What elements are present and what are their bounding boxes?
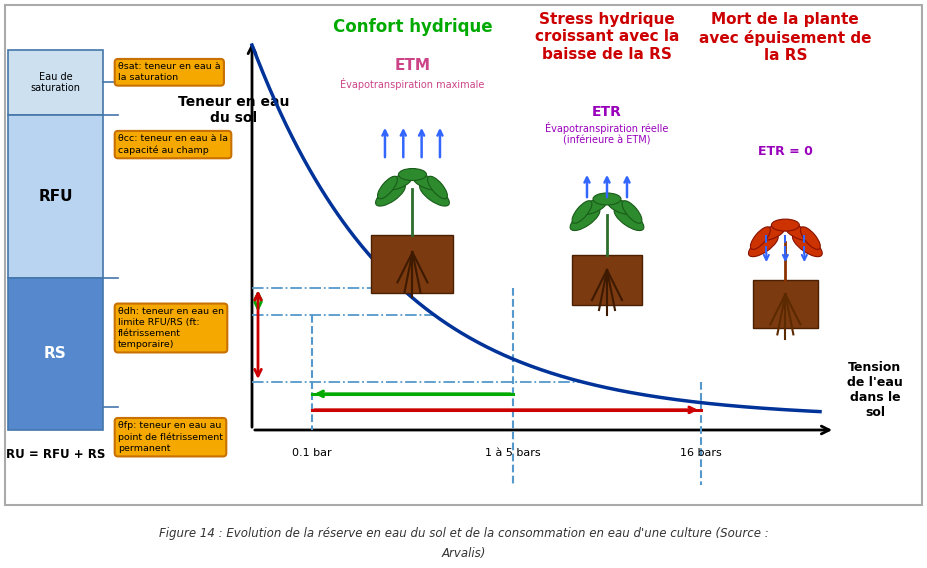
Bar [8, 50, 103, 115]
Text: RS: RS [44, 346, 67, 361]
Ellipse shape [570, 207, 600, 231]
Ellipse shape [420, 183, 450, 206]
Ellipse shape [578, 199, 606, 215]
Text: Eau de
saturation: Eau de saturation [31, 72, 81, 93]
Text: 16 bars: 16 bars [679, 448, 721, 458]
Ellipse shape [413, 175, 441, 190]
Text: RU = RFU + RS: RU = RFU + RS [6, 449, 105, 461]
Bar [572, 255, 642, 305]
Ellipse shape [800, 227, 820, 249]
Text: Tension
de l'eau
dans le
sol: Tension de l'eau dans le sol [847, 361, 903, 419]
Bar [8, 115, 103, 278]
Text: 1 à 5 bars: 1 à 5 bars [486, 448, 541, 458]
Text: RFU: RFU [38, 189, 72, 204]
Ellipse shape [572, 201, 592, 223]
Ellipse shape [793, 233, 822, 257]
Text: Évapotranspiration réelle
(inférieure à ETM): Évapotranspiration réelle (inférieure à … [545, 122, 668, 145]
Text: Confort hydrique: Confort hydrique [333, 18, 492, 36]
Ellipse shape [756, 225, 784, 241]
Text: 0.1 bar: 0.1 bar [292, 448, 332, 458]
Ellipse shape [593, 193, 621, 205]
Text: ETR: ETR [592, 105, 622, 119]
Ellipse shape [383, 175, 412, 190]
Text: Arvalis): Arvalis) [441, 548, 486, 560]
Text: θdh: teneur en eau en
limite RFU/RS (ft:
flétrissement
temporaire): θdh: teneur en eau en limite RFU/RS (ft:… [118, 307, 224, 349]
Ellipse shape [622, 201, 641, 223]
Text: Stress hydrique
croissant avec la
baisse de la RS: Stress hydrique croissant avec la baisse… [535, 12, 679, 62]
Ellipse shape [377, 176, 398, 199]
Ellipse shape [614, 207, 644, 231]
Bar [753, 280, 818, 328]
Text: Mort de la plante
avec épuisement de
la RS: Mort de la plante avec épuisement de la … [699, 12, 871, 63]
Text: θfp: teneur en eau au
point de flétrissement
permanent: θfp: teneur en eau au point de flétrisse… [118, 421, 223, 453]
Text: ETM: ETM [395, 58, 430, 73]
Bar [8, 278, 103, 430]
Text: Figure 14 : Evolution de la réserve en eau du sol et de la consommation en eau d: Figure 14 : Evolution de la réserve en e… [159, 528, 768, 540]
Text: ETR = 0: ETR = 0 [758, 145, 813, 158]
Ellipse shape [427, 176, 448, 199]
Ellipse shape [751, 227, 770, 249]
Bar [372, 235, 453, 293]
Ellipse shape [399, 169, 426, 181]
Text: Teneur en eau
du sol: Teneur en eau du sol [178, 95, 289, 125]
Bar [5, 5, 922, 505]
Ellipse shape [608, 199, 636, 215]
Ellipse shape [786, 225, 815, 241]
Text: θsat: teneur en eau à
la saturation: θsat: teneur en eau à la saturation [118, 62, 221, 82]
Text: θcc: teneur en eau à la
capacité au champ: θcc: teneur en eau à la capacité au cham… [118, 134, 228, 155]
Ellipse shape [375, 183, 405, 206]
Ellipse shape [771, 219, 799, 231]
Text: Évapotranspiration maximale: Évapotranspiration maximale [340, 78, 485, 90]
Ellipse shape [748, 233, 779, 257]
